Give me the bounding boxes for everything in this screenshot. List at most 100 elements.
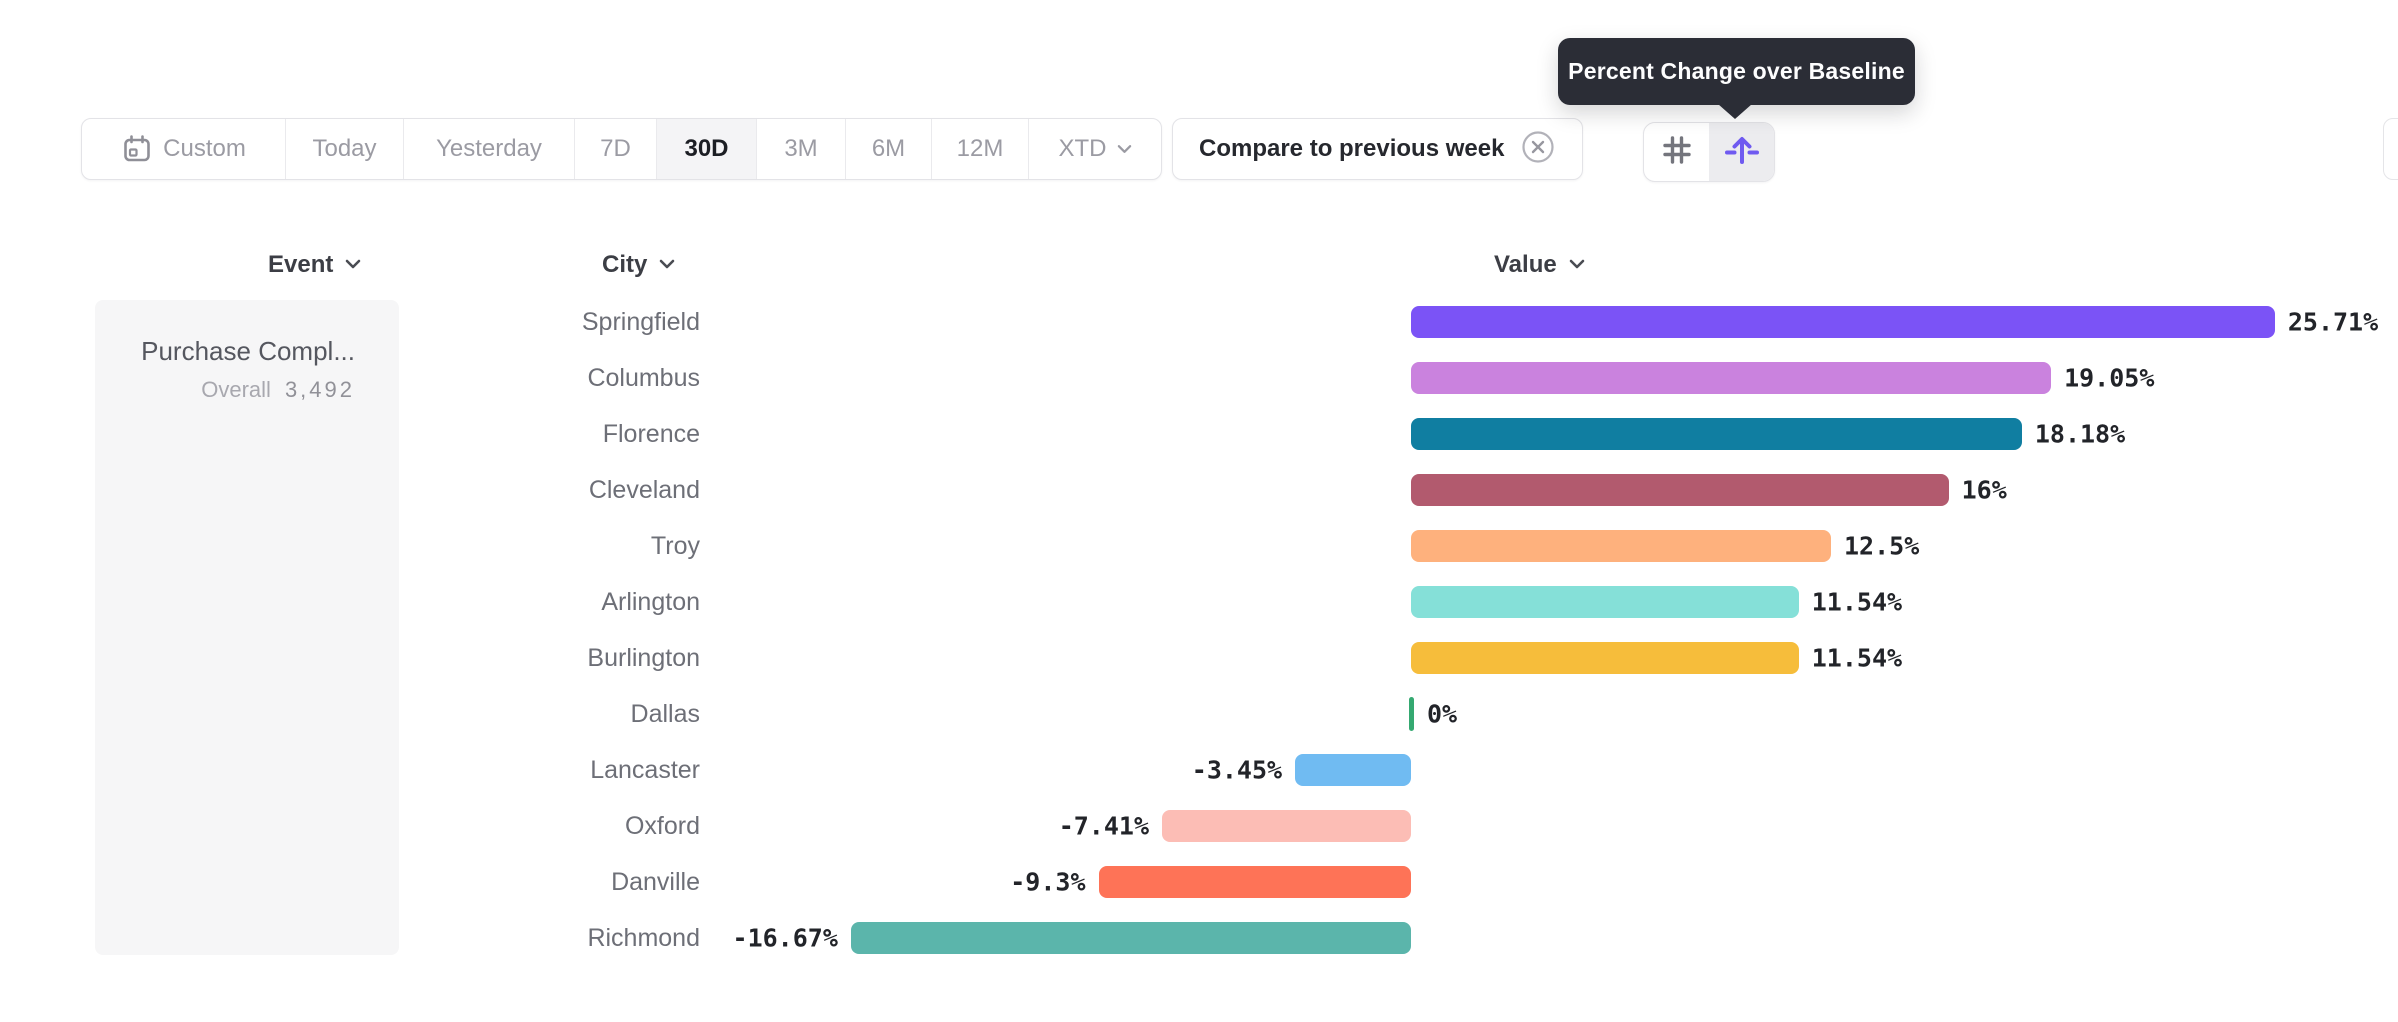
bar-area: 12.5% xyxy=(700,518,2398,574)
grid-view-button[interactable] xyxy=(1644,123,1709,181)
bar-area: 19.05% xyxy=(700,350,2398,406)
city-label: Florence xyxy=(602,419,700,448)
chart-row-oxford: Oxford -7.41% xyxy=(0,798,2398,854)
grid-icon xyxy=(1660,133,1694,172)
tooltip-text: Percent Change over Baseline xyxy=(1568,58,1905,84)
date-range-toolbar: Custom Today Yesterday 7D 30D 3M 6M 12M XTD xyxy=(81,118,1162,180)
date-range-7d[interactable]: 7D xyxy=(575,119,657,179)
calendar-icon xyxy=(121,133,153,165)
date-range-label: 7D xyxy=(600,135,631,162)
date-range-30d[interactable]: 30D xyxy=(657,119,757,179)
percent-change-tooltip: Percent Change over Baseline xyxy=(1558,38,1915,119)
baseline-arrow-icon xyxy=(1723,131,1761,174)
bar-value-label: 12.5% xyxy=(1844,531,1920,561)
bar-area: 0% xyxy=(700,686,2398,742)
bar-value-label: 11.54% xyxy=(1811,643,1903,673)
bar-value-label: 19.05% xyxy=(2064,363,2155,393)
event-header-label: Event xyxy=(268,251,334,278)
date-range-6m[interactable]: 6M xyxy=(846,119,932,179)
bar-value-label: 11.54% xyxy=(1811,587,1903,617)
chart-row-troy: Troy 12.5% xyxy=(0,518,2398,574)
clipped-edge-button[interactable] xyxy=(2383,118,2398,180)
x-circle-icon[interactable] xyxy=(1520,129,1556,170)
event-metric-label: Overall xyxy=(201,377,271,402)
bar-area: 11.54% xyxy=(700,574,2398,630)
bar-area: 18.18% xyxy=(700,406,2398,462)
chart-row-richmond: Richmond -16.67% xyxy=(0,910,2398,966)
bar-oxford[interactable] xyxy=(1162,810,1411,842)
bar-value-label: 16% xyxy=(1961,475,2007,505)
value-header-label: Value xyxy=(1494,251,1557,278)
zero-tick[interactable] xyxy=(1409,697,1414,731)
compare-to-previous-week-button[interactable]: Compare to previous week xyxy=(1172,118,1584,180)
date-range-3m[interactable]: 3M xyxy=(757,119,846,179)
chevron-down-icon xyxy=(345,256,361,274)
bar-value-label: -3.45% xyxy=(1191,755,1283,785)
city-label: Oxford xyxy=(624,811,700,840)
tooltip-arrow xyxy=(1718,104,1752,119)
bar-value-label: 25.71% xyxy=(2287,307,2379,337)
bar-florence[interactable] xyxy=(1411,418,2022,450)
chevron-down-icon xyxy=(1117,144,1132,154)
chart-row-lancaster: Lancaster -3.45% xyxy=(0,742,2398,798)
bar-cleveland[interactable] xyxy=(1411,474,1949,506)
bar-danville[interactable] xyxy=(1098,866,1411,898)
city-label: Springfield xyxy=(581,307,700,336)
chart-row-dallas: Dallas 0% xyxy=(0,686,2398,742)
chevron-down-icon xyxy=(659,256,675,274)
bar-burlington[interactable] xyxy=(1411,642,1799,674)
bar-area: 16% xyxy=(700,462,2398,518)
date-range-label: 6M xyxy=(871,135,906,162)
date-range-label: Yesterday xyxy=(436,135,542,162)
city-header-label: City xyxy=(602,251,648,278)
event-metric-value: 3,492 xyxy=(284,377,355,402)
date-range-label: 3M xyxy=(784,135,818,162)
bar-area: -7.41% xyxy=(700,798,2398,854)
bar-lancaster[interactable] xyxy=(1295,754,1411,786)
bar-value-label: -16.67% xyxy=(732,923,838,953)
chart-row-columbus: Columbus 19.05% xyxy=(0,350,2398,406)
bar-value-label: 0% xyxy=(1427,699,1458,729)
date-range-xtd[interactable]: XTD xyxy=(1029,119,1161,179)
bar-area: -16.67% xyxy=(700,910,2398,966)
chart-row-cleveland: Cleveland 16% xyxy=(0,462,2398,518)
bar-area: -3.45% xyxy=(700,742,2398,798)
date-range-custom[interactable]: Custom xyxy=(82,119,286,179)
chart-row-springfield: Springfield 25.71% xyxy=(0,294,2398,350)
percent-change-baseline-button[interactable] xyxy=(1709,123,1774,181)
bar-troy[interactable] xyxy=(1411,530,1831,562)
bar-value-label: 18.18% xyxy=(2034,419,2126,449)
column-header-value[interactable]: Value xyxy=(1494,248,1585,282)
column-header-event[interactable]: Event xyxy=(268,248,361,282)
chevron-down-icon xyxy=(1569,256,1585,274)
date-range-12m[interactable]: 12M xyxy=(932,119,1029,179)
bar-richmond[interactable] xyxy=(850,922,1411,954)
event-title: Purchase Compl... xyxy=(141,336,355,366)
bar-chart: Springfield 25.71% Columbus 19.05% Florence 1… xyxy=(0,294,2398,966)
chart-row-arlington: Arlington 11.54% xyxy=(0,574,2398,630)
bar-value-label: -9.3% xyxy=(1010,867,1086,897)
date-range-today[interactable]: Today xyxy=(286,119,404,179)
city-label: Dallas xyxy=(630,699,700,728)
chart-row-danville: Danville -9.3% xyxy=(0,854,2398,910)
bar-arlington[interactable] xyxy=(1411,586,1799,618)
chart-row-florence: Florence 18.18% xyxy=(0,406,2398,462)
column-header-city[interactable]: City xyxy=(602,248,675,282)
city-label: Arlington xyxy=(601,587,700,616)
city-label: Troy xyxy=(650,531,700,560)
date-range-label: Today xyxy=(312,135,377,162)
event-metric: Overall 3,492 xyxy=(95,377,355,403)
date-range-label: Custom xyxy=(163,135,246,162)
chart-row-burlington: Burlington 11.54% xyxy=(0,630,2398,686)
date-range-yesterday[interactable]: Yesterday xyxy=(404,119,575,179)
city-label: Richmond xyxy=(587,923,700,952)
bar-area: 25.71% xyxy=(700,294,2398,350)
city-label: Columbus xyxy=(587,363,700,392)
bar-area: 11.54% xyxy=(700,630,2398,686)
bar-value-label: -7.41% xyxy=(1058,811,1150,841)
bar-columbus[interactable] xyxy=(1411,362,2052,394)
bar-area: -9.3% xyxy=(700,854,2398,910)
event-card[interactable]: Purchase Compl... Overall 3,492 xyxy=(95,300,399,955)
bar-springfield[interactable] xyxy=(1411,306,2275,338)
date-range-label: 12M xyxy=(956,135,1004,162)
